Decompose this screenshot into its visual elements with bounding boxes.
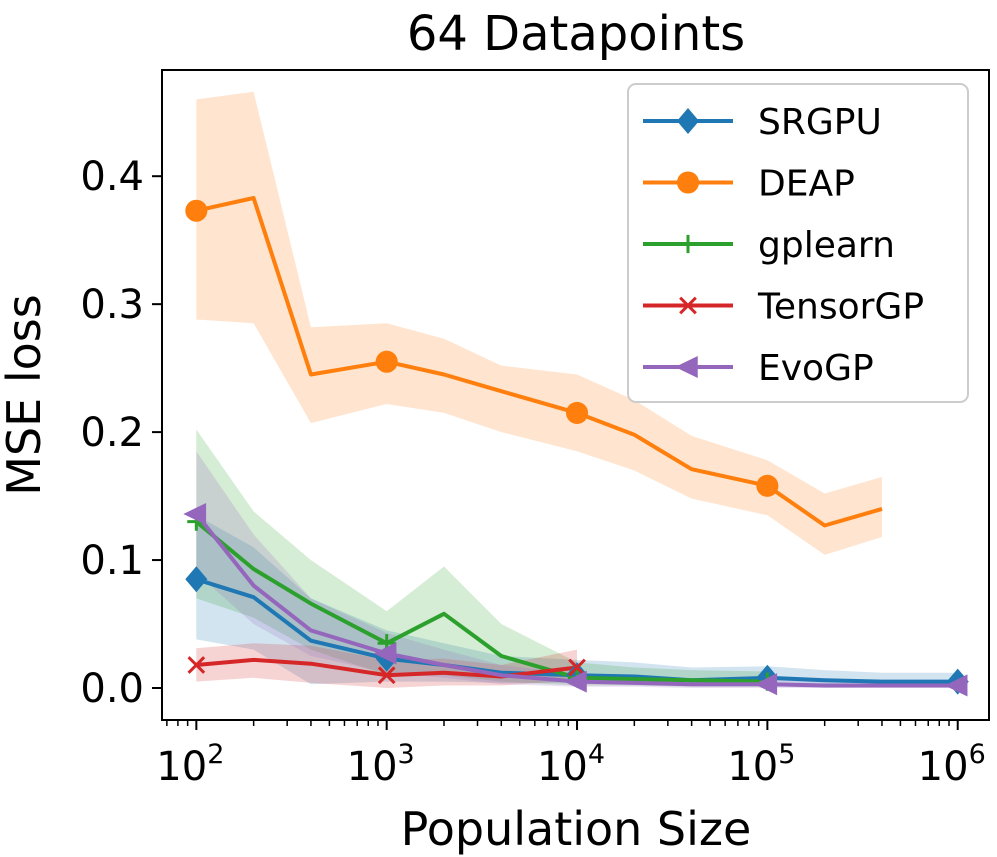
gplearn-line: [195, 520, 768, 684]
deap-point: [565, 401, 589, 424]
evogp-point: [183, 502, 207, 526]
y-tick-label: 0.3: [80, 282, 144, 328]
legend-evogp-marker: [675, 355, 698, 379]
x-tick-label: 104: [537, 739, 605, 790]
deap-point: [756, 474, 779, 497]
y-axis-ticks: 0.0 0.1 0.2 0.3 0.4: [80, 154, 162, 712]
legend: SRGPU DEAP gplearn TensorGP EvoGP: [627, 83, 969, 403]
y-tick-label: 0.2: [80, 410, 144, 456]
plot-area-frame: [161, 69, 990, 721]
legend-srgpu-label: SRGPU: [758, 102, 882, 143]
deap-point: [375, 350, 398, 373]
x-tick-label: 105: [727, 739, 795, 790]
legend-evogp-label: EvoGP: [758, 348, 874, 389]
legend-gplearn-marker: [678, 234, 698, 254]
gplearn-band: [196, 429, 768, 687]
legend-srgpu-marker: [676, 108, 700, 134]
y-axis-title: MSE loss: [0, 294, 51, 495]
x-tick-label: 106: [918, 739, 986, 790]
y-tick-label: 0.1: [80, 538, 144, 584]
legend-tensorgp-marker: [679, 296, 697, 315]
x-axis-ticks: 102 103 104 105 106: [156, 720, 986, 790]
deap-point: [185, 199, 208, 222]
series-markers: [183, 199, 969, 697]
evogp-point: [944, 674, 968, 697]
x-tick-label: 103: [347, 739, 415, 790]
deap-band: [196, 91, 883, 555]
srgpu-point: [185, 566, 208, 593]
y-tick-label: 0.4: [80, 154, 144, 200]
legend-deap-marker: [676, 171, 700, 194]
tensorgp-point: [568, 658, 586, 677]
tensorgp-point: [187, 656, 206, 674]
evogp-point: [754, 673, 778, 696]
legend-deap-label: DEAP: [758, 164, 855, 205]
legend-box: [627, 83, 969, 403]
legend-tensorgp-label: TensorGP: [757, 287, 924, 328]
x-tick-label: 102: [156, 739, 224, 790]
tensorgp-point: [377, 666, 396, 685]
legend-gplearn-label: gplearn: [758, 225, 895, 266]
evogp-point: [373, 642, 397, 665]
deap-line: [195, 196, 883, 528]
chart-title: 64 Datapoints: [407, 6, 745, 62]
evogp-point: [564, 670, 587, 693]
x-axis-title: Population Size: [401, 802, 752, 856]
y-tick-label: 0.0: [80, 666, 144, 712]
